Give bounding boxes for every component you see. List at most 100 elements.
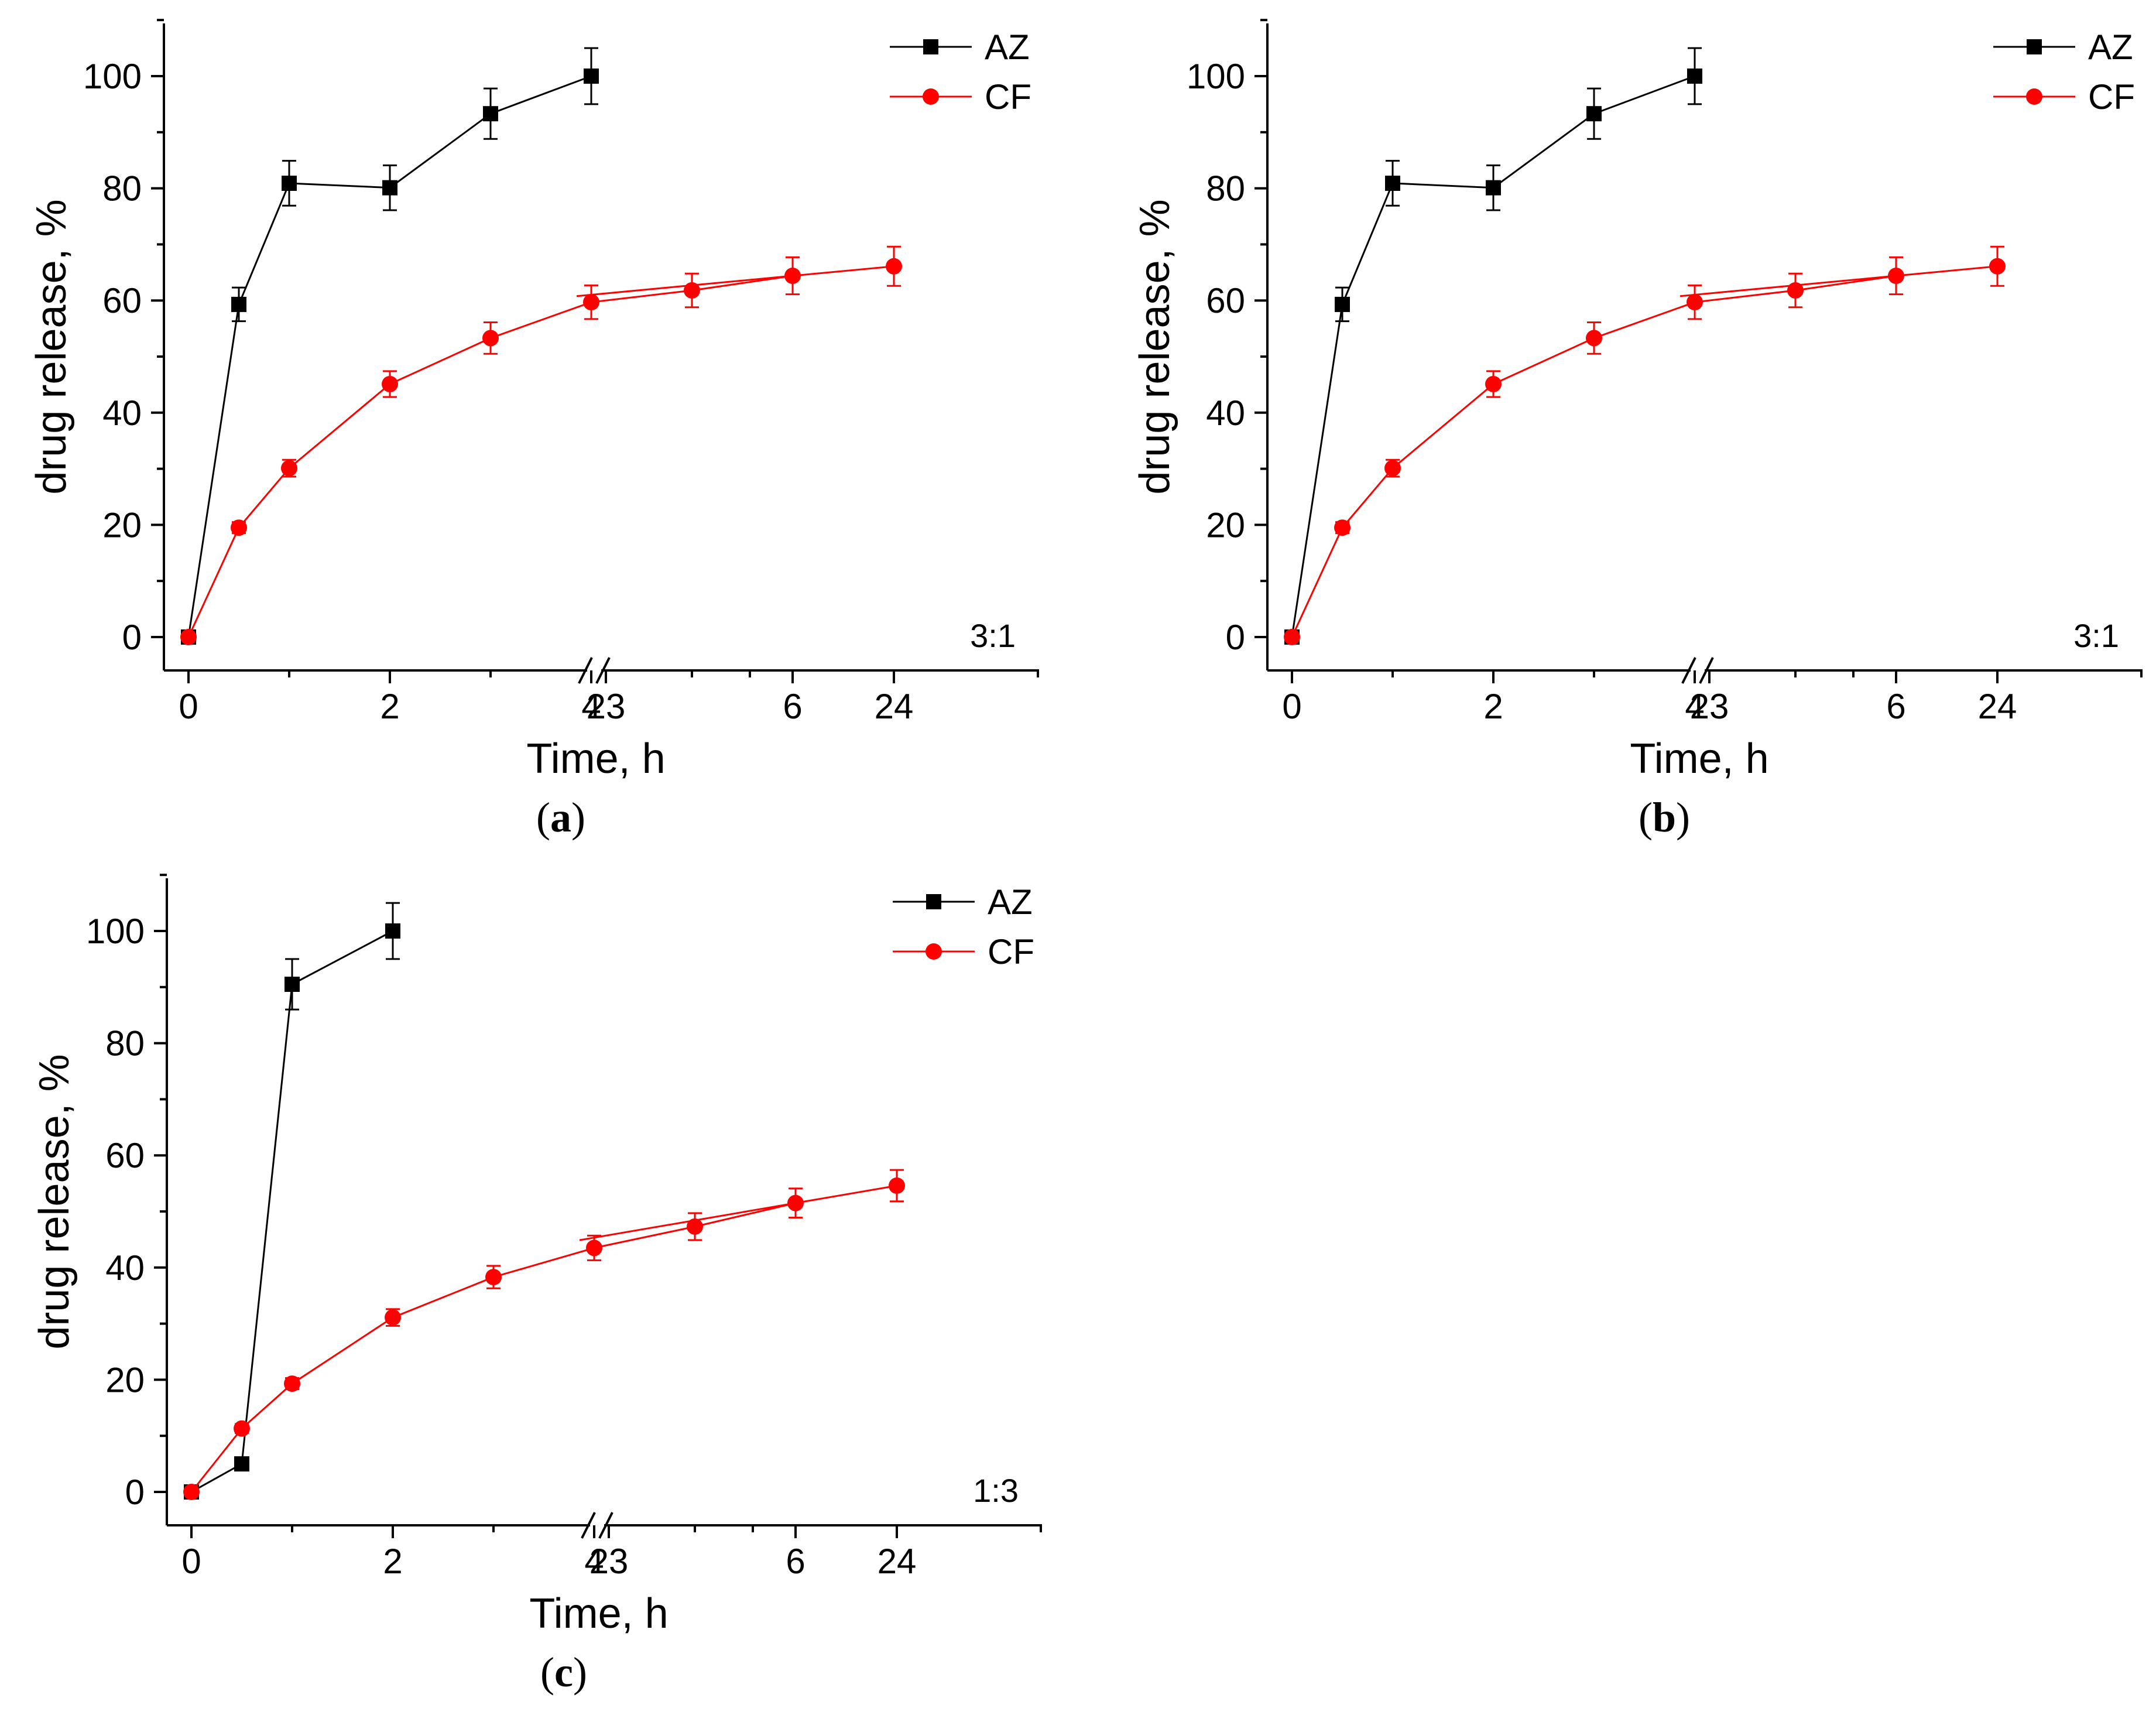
x-tick-label: 0	[1282, 687, 1301, 726]
x-tick-label: 4	[581, 687, 601, 726]
axis-break-mark	[1681, 657, 1696, 684]
x-tick-label: 0	[181, 1542, 201, 1581]
CF-point	[382, 375, 398, 392]
AZ-line	[1291, 75, 1695, 638]
CF-point	[583, 294, 599, 311]
AZ-point	[282, 175, 297, 191]
CF-point	[886, 258, 902, 275]
axis-break-mark	[581, 1512, 596, 1539]
x-tick-label: 6	[1886, 687, 1905, 726]
AZ-point	[234, 1456, 249, 1472]
AZ-point	[385, 923, 400, 939]
y-tick-label: 60	[105, 1136, 145, 1175]
y-tick-label: 0	[125, 1473, 145, 1512]
panel-caption: (a)	[536, 794, 585, 841]
CF-point	[1284, 629, 1300, 645]
CF-point	[183, 1484, 200, 1500]
CF-point	[1687, 294, 1703, 311]
CF-point	[684, 282, 700, 299]
axis-break-mark	[578, 657, 593, 684]
x-tick-label: 2	[383, 1542, 402, 1581]
axis-break-mark	[1699, 657, 1714, 684]
CF-point	[180, 629, 197, 645]
CF-point	[1384, 460, 1401, 477]
legend-CF-marker	[923, 88, 939, 105]
panel-caption-letter: b	[1653, 794, 1676, 841]
x-tick-label: 24	[1978, 687, 2017, 726]
legend-AZ-label: AZ	[985, 28, 1030, 67]
CF-point	[1888, 268, 1904, 285]
x-axis-title: Time, h	[1630, 735, 1768, 782]
x-tick-label: 4	[1685, 687, 1704, 726]
AZ-point	[285, 977, 300, 992]
y-tick-label: 0	[122, 618, 142, 657]
CF-point	[889, 1177, 905, 1194]
CF-point	[586, 1240, 602, 1257]
CF-line	[1291, 265, 1998, 638]
AZ-point	[1586, 106, 1602, 122]
CF-point	[234, 1420, 250, 1437]
y-tick-label: 80	[1206, 169, 1245, 208]
AZ-point	[231, 296, 246, 312]
AZ-point	[1687, 69, 1702, 84]
y-axis-title: drug release, %	[28, 199, 75, 494]
legend-CF-marker	[926, 943, 942, 960]
CF-point	[787, 1194, 804, 1211]
ratio-annotation: 3:1	[970, 617, 1016, 654]
x-tick-label: 23	[587, 687, 626, 726]
y-tick-label: 20	[105, 1360, 145, 1399]
panel-caption: (c)	[540, 1649, 587, 1696]
CF-point	[482, 330, 499, 347]
y-tick-label: 40	[105, 1248, 145, 1288]
y-tick-label: 20	[102, 505, 142, 545]
y-tick-label: 60	[102, 281, 142, 320]
AZ-point	[584, 69, 599, 84]
legend-AZ-marker	[926, 894, 941, 909]
series-AZ: AZ	[1284, 28, 2133, 645]
y-tick-label: 100	[86, 912, 145, 951]
y-axis-title: drug release, %	[31, 1054, 78, 1349]
CF-line	[187, 265, 894, 638]
CF-point	[485, 1269, 502, 1286]
CF-point	[231, 519, 247, 536]
legend-AZ-marker	[923, 39, 938, 54]
axis-break-mark	[598, 1512, 613, 1539]
x-tick-label: 0	[179, 687, 198, 726]
legend-AZ-marker	[2027, 39, 2042, 54]
CF-point	[1989, 258, 2006, 275]
x-tick-label: 23	[589, 1542, 629, 1581]
x-axis-title: Time, h	[529, 1590, 668, 1637]
x-tick-label: 23	[1690, 687, 1729, 726]
x-tick-label: 4	[584, 1542, 604, 1581]
CF-point	[1334, 519, 1351, 536]
legend-AZ-label: AZ	[988, 882, 1033, 922]
y-tick-label: 20	[1206, 505, 1245, 545]
y-axis-title: drug release, %	[1132, 199, 1178, 494]
CF-point	[284, 1375, 300, 1392]
x-axis-title: Time, h	[526, 735, 665, 782]
AZ-point	[382, 180, 397, 196]
y-tick-label: 80	[102, 169, 142, 208]
legend-CF-label: CF	[2088, 77, 2135, 117]
panel-caption: (b)	[1639, 794, 1690, 841]
y-tick-label: 100	[83, 57, 142, 96]
x-tick-label: 24	[875, 687, 914, 726]
AZ-line	[187, 75, 592, 638]
AZ-point	[1335, 296, 1350, 312]
y-tick-label: 80	[105, 1024, 145, 1063]
ratio-annotation: 1:3	[973, 1472, 1019, 1509]
x-tick-label: 2	[1483, 687, 1503, 726]
AZ-point	[1385, 175, 1400, 191]
CF-point	[385, 1309, 401, 1326]
panel-caption-letter: a	[550, 794, 571, 841]
series-CF: CF	[1284, 77, 2135, 645]
y-tick-label: 0	[1226, 618, 1245, 657]
x-tick-label: 6	[783, 687, 802, 726]
x-tick-label: 6	[786, 1542, 805, 1581]
panel-caption-letter: c	[554, 1649, 573, 1696]
legend-CF-label: CF	[985, 77, 1031, 117]
CF-point	[1787, 282, 1804, 299]
